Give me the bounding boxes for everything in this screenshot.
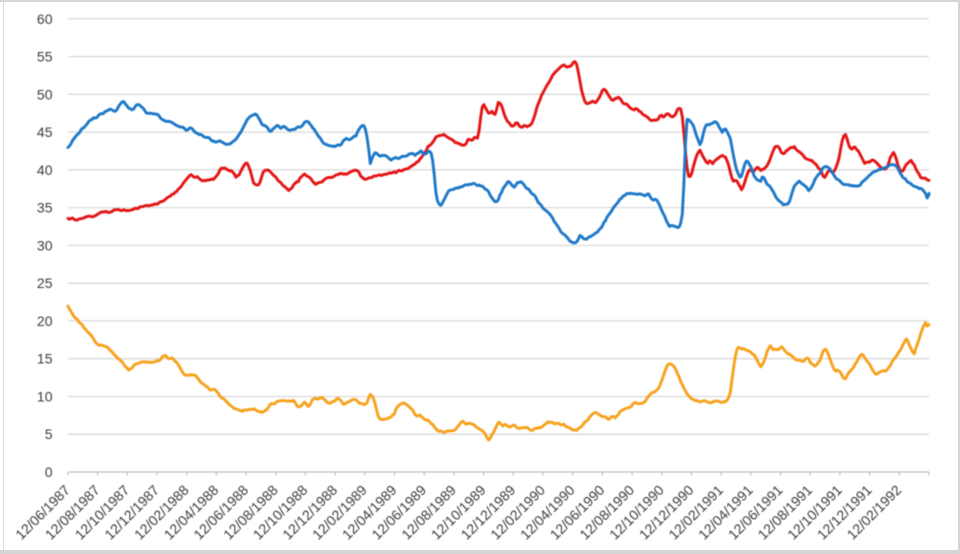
svg-text:25: 25 <box>37 275 53 291</box>
svg-text:15: 15 <box>37 351 53 367</box>
svg-text:5: 5 <box>45 426 53 442</box>
svg-text:0: 0 <box>45 464 53 480</box>
svg-text:40: 40 <box>37 162 53 178</box>
svg-text:60: 60 <box>37 11 53 27</box>
svg-text:35: 35 <box>37 200 53 216</box>
svg-text:10: 10 <box>37 389 53 405</box>
svg-text:55: 55 <box>37 49 53 65</box>
svg-text:30: 30 <box>37 237 53 253</box>
svg-text:45: 45 <box>37 124 53 140</box>
svg-text:50: 50 <box>37 86 53 102</box>
svg-text:20: 20 <box>37 313 53 329</box>
